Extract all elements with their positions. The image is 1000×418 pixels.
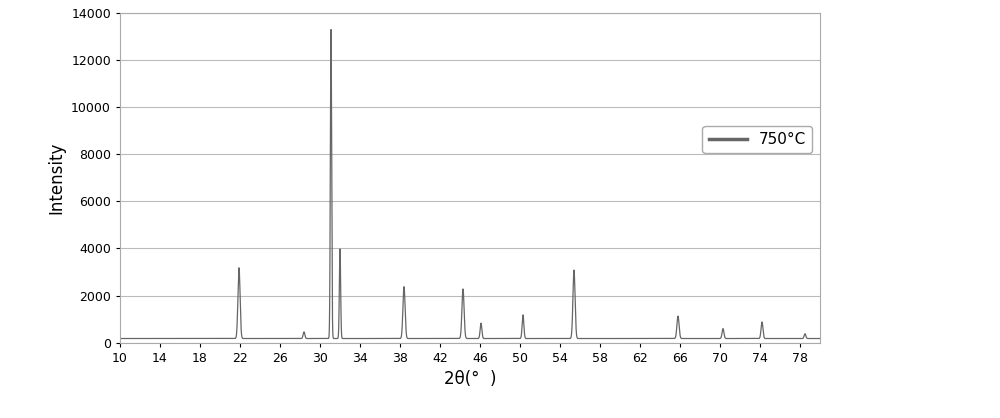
X-axis label: 2θ(°  ): 2θ(° ) (444, 370, 496, 388)
Legend: 750°C: 750°C (702, 126, 812, 153)
Y-axis label: Intensity: Intensity (48, 141, 66, 214)
